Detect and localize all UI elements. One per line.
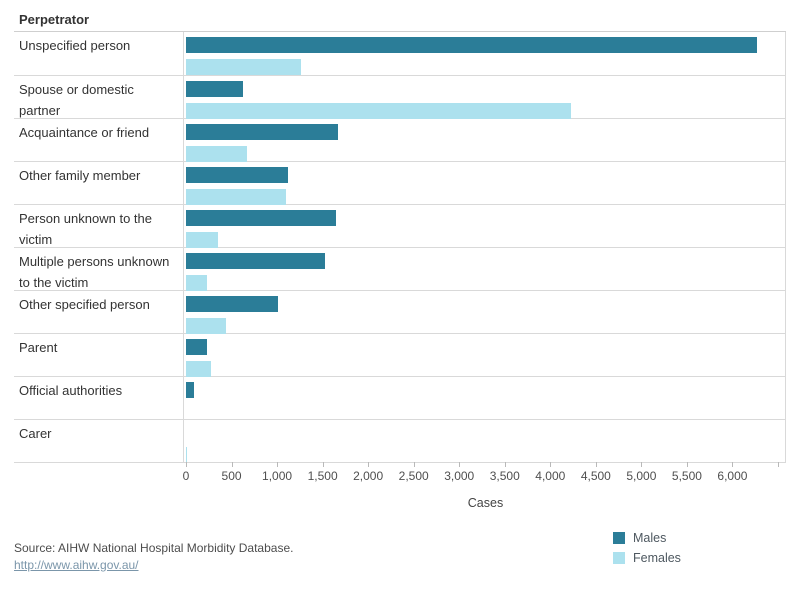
category-label: Spouse or domestic partner: [19, 82, 134, 118]
bar-males[interactable]: [186, 81, 243, 97]
category-label: Other family member: [19, 168, 141, 183]
tick-mark: [686, 462, 688, 467]
row-plot: [183, 76, 786, 119]
x-axis-title: Cases: [467, 496, 504, 510]
tick-label: 0: [182, 469, 190, 483]
legend-swatch-icon: [613, 552, 625, 564]
category-label: Other specified person: [19, 297, 150, 312]
tick-label: 6,000: [717, 469, 748, 483]
legend-swatch-icon: [613, 532, 625, 544]
tick-mark: [413, 462, 415, 467]
tick-mark: [231, 462, 233, 467]
tick-mark: [368, 462, 370, 467]
bar-males[interactable]: [186, 253, 325, 269]
source-text: Source: AIHW National Hospital Morbidity…: [14, 541, 294, 555]
category-row: Parent: [14, 333, 786, 377]
bar-females[interactable]: [186, 189, 286, 205]
bar-males[interactable]: [186, 339, 207, 355]
row-plot: [183, 248, 786, 291]
row-plot: [183, 377, 786, 419]
row-plot: [183, 119, 786, 162]
source-block: Source: AIHW National Hospital Morbidity…: [14, 540, 293, 574]
category-row: Spouse or domestic partner: [14, 75, 786, 119]
bar-males[interactable]: [186, 382, 195, 398]
tick-label: 3,500: [489, 469, 520, 483]
tick-mark: [322, 462, 324, 467]
tick-mark: [641, 462, 643, 467]
category-row: Multiple persons unknown to the victim: [14, 247, 786, 291]
category-label: Official authorities: [19, 383, 123, 398]
tick-mark: [777, 462, 779, 467]
legend-label: Females: [633, 551, 681, 565]
bar-females[interactable]: [186, 232, 219, 248]
bar-females[interactable]: [186, 59, 302, 75]
tick-mark: [595, 462, 597, 467]
bar-females[interactable]: [186, 146, 247, 162]
bar-males[interactable]: [186, 210, 336, 226]
tick-label: 5,000: [626, 469, 657, 483]
category-label: Carer: [19, 426, 52, 441]
tick-label: 2,000: [353, 469, 384, 483]
tick-label: 5,500: [671, 469, 702, 483]
tick-label: 3,000: [444, 469, 475, 483]
tick-mark: [732, 462, 734, 467]
category-row: Other family member: [14, 161, 786, 205]
chart-rows: Unspecified person Spouse or domestic par…: [14, 31, 786, 463]
category-row: Official authorities: [14, 376, 786, 419]
legend-item-females[interactable]: Females: [613, 551, 681, 565]
tick-label: 1,500: [307, 469, 338, 483]
category-label: Unspecified person: [19, 38, 131, 53]
bar-males[interactable]: [186, 296, 279, 312]
tick-mark: [504, 462, 506, 467]
tick-mark: [186, 462, 187, 467]
row-plot: [183, 420, 786, 463]
category-row: Unspecified person: [14, 32, 786, 75]
category-label: Parent: [19, 340, 58, 355]
column-header-perpetrator: Perpetrator: [19, 12, 90, 27]
tick-label: 4,000: [535, 469, 566, 483]
bar-females[interactable]: [186, 103, 572, 119]
legend-label: Males: [633, 531, 667, 545]
row-plot: [183, 334, 786, 377]
bar-females[interactable]: [186, 318, 227, 334]
x-axis-ticks: 0 500 1,000 1,500 2,000 2,500 3,000 3,500 4,000 4…: [182, 462, 785, 492]
row-plot: [183, 162, 786, 205]
category-row: Acquaintance or friend: [14, 118, 786, 162]
bar-males[interactable]: [186, 37, 758, 53]
category-label: Acquaintance or friend: [19, 125, 150, 140]
category-row: Other specified person: [14, 290, 786, 334]
category-row: Carer: [14, 419, 786, 463]
row-plot: [183, 32, 786, 75]
legend: Males Females: [613, 531, 681, 571]
bar-males[interactable]: [186, 124, 339, 140]
row-plot: [183, 205, 786, 248]
category-label: Person unknown to the victim: [19, 211, 152, 247]
tick-mark: [459, 462, 461, 467]
tick-label: 2,500: [398, 469, 429, 483]
bar-females[interactable]: [186, 361, 211, 377]
tick-label: 4,500: [580, 469, 611, 483]
bar-females[interactable]: [186, 275, 208, 291]
tick-mark: [550, 462, 552, 467]
tick-label: 500: [221, 469, 242, 483]
bar-males[interactable]: [186, 167, 289, 183]
category-row: Person unknown to the victim: [14, 204, 786, 248]
tick-label: 1,000: [262, 469, 293, 483]
source-link[interactable]: http://www.aihw.gov.au/: [14, 557, 139, 572]
tick-mark: [277, 462, 279, 467]
category-label: Multiple persons unknown to the victim: [19, 254, 170, 290]
legend-item-males[interactable]: Males: [613, 531, 681, 545]
row-plot: [183, 291, 786, 334]
bar-females[interactable]: [186, 447, 188, 463]
